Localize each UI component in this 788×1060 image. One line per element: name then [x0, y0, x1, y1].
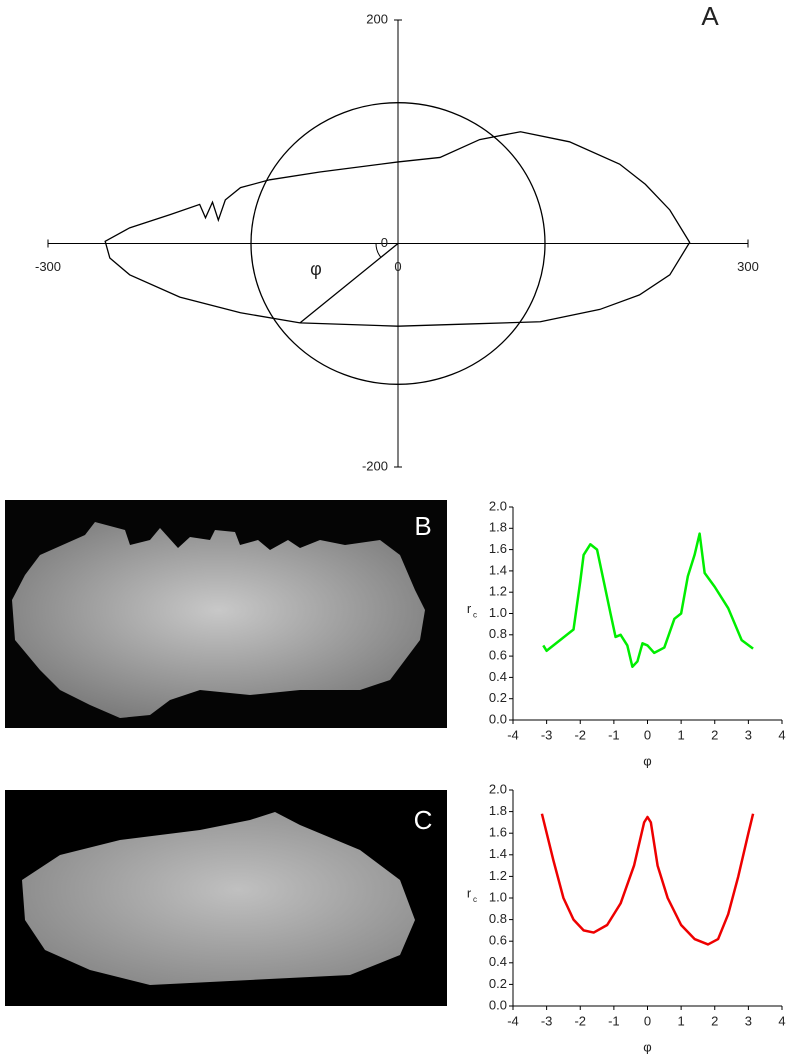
x-tick-label: 1: [678, 1013, 685, 1028]
series-line: [542, 532, 754, 668]
y-tick-label: 2.0: [489, 781, 507, 796]
y-tick-label: 1.6: [489, 541, 507, 556]
y-tick-label: 1.0: [489, 605, 507, 620]
y-tick-label: 1.6: [489, 825, 507, 840]
y-tick-label: 200: [366, 11, 388, 26]
x-tick-label: -1: [608, 1013, 620, 1028]
y-axis-label-subscript: c: [473, 611, 477, 620]
x-tick-label: 0: [644, 727, 651, 742]
photo-c-specimen: [22, 812, 415, 985]
x-tick-label: -4: [507, 1013, 519, 1028]
y-tick-label: 0.2: [489, 690, 507, 705]
x-tick-label: 2: [711, 1013, 718, 1028]
y-tick-label: 0: [381, 235, 388, 250]
angle-label: φ: [310, 259, 322, 279]
y-tick-label: 0.4: [489, 669, 507, 684]
x-tick-label: -1: [608, 727, 620, 742]
y-tick-label: 0.0: [489, 711, 507, 726]
y-axis-label: r: [467, 601, 472, 616]
y-tick-label: 1.8: [489, 803, 507, 818]
panel-label: C: [414, 805, 433, 835]
y-tick-label: 1.2: [489, 868, 507, 883]
x-tick-label: 3: [745, 727, 752, 742]
y-tick-label: 1.0: [489, 889, 507, 904]
y-tick-label: 1.4: [489, 846, 507, 861]
x-tick-label: 300: [737, 259, 759, 274]
y-tick-label: 0.6: [489, 933, 507, 948]
y-tick-label: 1.2: [489, 584, 507, 599]
photo-b-specimen: [12, 522, 425, 718]
y-tick-label: 1.4: [489, 562, 507, 577]
x-tick-label: -300: [35, 259, 61, 274]
y-tick-label: 1.8: [489, 520, 507, 535]
y-axis-label: r: [467, 885, 472, 900]
series-line: [540, 813, 755, 946]
x-tick-label: 3: [745, 1013, 752, 1028]
x-tick-label: 0: [644, 1013, 651, 1028]
outline: [104, 131, 691, 327]
x-tick-label: 0: [394, 259, 401, 274]
x-tick-label: 1: [678, 727, 685, 742]
angle-arc: [375, 243, 382, 258]
y-tick-label: -200: [362, 458, 388, 473]
x-axis-label: φ: [643, 753, 651, 768]
x-tick-label: -4: [507, 727, 519, 742]
circle: [250, 102, 546, 385]
y-tick-label: 0.4: [489, 954, 507, 969]
x-tick-label: 4: [778, 1013, 785, 1028]
x-axis-label: φ: [643, 1039, 651, 1054]
y-tick-label: 0.8: [489, 626, 507, 641]
x-tick-label: 2: [711, 727, 718, 742]
y-tick-label: 0.2: [489, 976, 507, 991]
x-tick-label: -3: [541, 727, 553, 742]
x-tick-label: -2: [574, 727, 586, 742]
y-tick-label: 0.6: [489, 648, 507, 663]
x-tick-label: 4: [778, 727, 785, 742]
y-tick-label: 0.0: [489, 997, 507, 1012]
y-tick-label: 0.8: [489, 911, 507, 926]
angle-ray: [299, 242, 399, 324]
panel-label: B: [414, 511, 431, 541]
y-tick-label: 2.0: [489, 498, 507, 513]
x-tick-label: -3: [541, 1013, 553, 1028]
y-axis-label-subscript: c: [473, 895, 477, 904]
x-tick-label: -2: [574, 1013, 586, 1028]
panel-label: A: [701, 1, 719, 31]
